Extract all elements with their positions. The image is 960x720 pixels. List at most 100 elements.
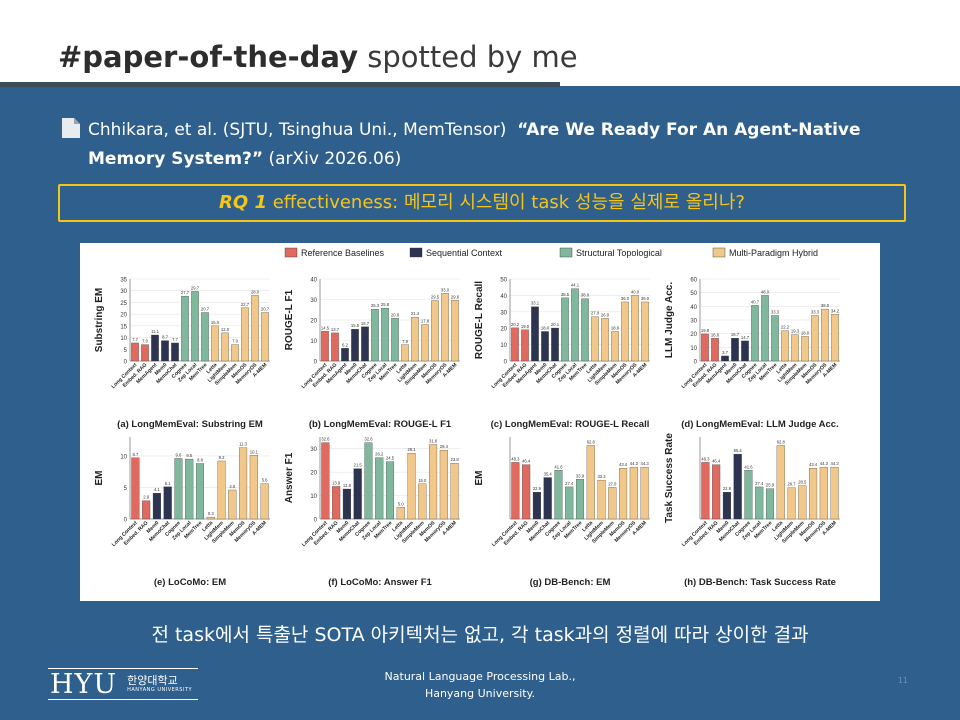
bar-value-label: 21.5 [354, 463, 363, 468]
bar-value-label: 29.6 [451, 294, 460, 299]
y-tick-label: 0 [124, 518, 128, 524]
y-tick-label: 10 [120, 336, 127, 342]
logo-english: HANYANG UNIVERSITY [127, 687, 193, 693]
y-tick-label: 10 [120, 454, 127, 460]
bar [353, 468, 362, 520]
bar-value-label: 22.9 [533, 486, 542, 491]
bar-value-label: 44.3 [641, 461, 650, 466]
bar-value-label: 62.8 [777, 439, 786, 444]
bar-value-label: 12.0 [221, 327, 230, 332]
bar [551, 327, 559, 362]
y-axis-label: EM [94, 471, 105, 486]
bar-value-label: 31.8 [429, 438, 438, 443]
bar [221, 332, 229, 362]
bar [251, 295, 259, 362]
bar-value-label: 20.2 [511, 322, 520, 327]
y-tick-label: 20 [690, 332, 697, 338]
y-tick-label: 25 [120, 301, 127, 307]
bar [641, 301, 649, 362]
research-question-box: RQ 1 effectiveness: 메모리 시스템이 task 성능을 실제… [58, 184, 906, 222]
bar-value-label: 23.8 [451, 457, 460, 462]
bar [341, 348, 349, 362]
bar-value-label: 22.9 [723, 486, 732, 491]
bar [228, 489, 237, 520]
bar-value-label: 48.3 [701, 456, 710, 461]
bar [581, 298, 589, 362]
bar-value-label: 18.0 [801, 330, 810, 335]
bar [174, 458, 183, 520]
bar [396, 507, 405, 520]
bar-value-label: 4.6 [229, 484, 235, 489]
bar-value-label: 26.0 [601, 312, 610, 317]
bar-value-label: 48.3 [511, 456, 520, 461]
chart-title: (e) LoCoMo: EM [154, 577, 226, 588]
footer-line-2: Hanyang University. [424, 687, 536, 700]
bar-value-label: 55.4 [734, 448, 743, 453]
bar-value-label: 28.1 [407, 447, 416, 452]
bar-value-label: 17.8 [421, 319, 430, 324]
bar [371, 308, 379, 362]
bar [541, 331, 549, 362]
bar-value-label: 13.9 [332, 480, 341, 485]
bar [531, 306, 539, 362]
bar [429, 444, 438, 520]
bar [385, 461, 395, 520]
bar [811, 315, 819, 362]
bar [142, 500, 151, 520]
bar [751, 305, 759, 362]
bar [191, 291, 199, 362]
bar [798, 485, 807, 520]
bar [342, 488, 351, 520]
bar [351, 329, 359, 362]
bar [771, 315, 779, 362]
bar [629, 466, 638, 520]
bar [597, 479, 606, 520]
bar-value-label: 33.2 [597, 474, 606, 479]
paper-citation: Chhikara, et al. (SJTU, Tsinghua Uni., M… [62, 116, 922, 174]
bar [522, 464, 531, 520]
bar-value-label: 36.0 [621, 296, 630, 301]
bar-value-label: 9.7 [132, 452, 138, 457]
results-figure: Reference Baselines Sequential Context Str… [80, 243, 880, 601]
bar-value-label: 27.7 [181, 290, 190, 295]
logo-mark: HYU [50, 668, 118, 700]
bar-value-label: 41.6 [744, 464, 753, 469]
bar [511, 327, 519, 362]
logo-korean: 한양대학교 [127, 674, 178, 687]
bar [161, 340, 169, 362]
y-tick-label: 0 [694, 360, 698, 366]
bar [601, 318, 609, 362]
bar [401, 344, 409, 362]
y-tick-label: 50 [500, 278, 507, 284]
bar [565, 486, 574, 520]
bar-value-label: 7.7 [132, 337, 138, 342]
chart-title: (h) DB-Bench: Task Success Rate [684, 577, 836, 588]
page-number: 11 [897, 676, 908, 685]
bar [521, 329, 529, 362]
y-tick-label: 20 [310, 471, 317, 477]
citation-paper-title: “Are We Ready For An Agent-Native Memory… [88, 120, 861, 169]
legend-label: Multi-Paradigm Hybrid [729, 248, 818, 258]
bar-value-label: 0.3 [208, 511, 214, 516]
bar [831, 314, 839, 362]
bar-value-label: 40.7 [751, 299, 760, 304]
y-axis-label: ROUGE-L F1 [284, 289, 295, 350]
bar [640, 466, 649, 520]
bar [561, 297, 569, 362]
y-tick-label: 40 [310, 278, 317, 284]
bar-value-label: 26.7 [787, 482, 796, 487]
bar [765, 488, 775, 520]
bar-value-label: 40.0 [631, 289, 640, 294]
bar-value-label: 27.4 [565, 481, 574, 486]
bar [781, 330, 789, 362]
y-tick-label: 0 [314, 518, 318, 524]
chart-title: (g) DB-Bench: EM [530, 577, 611, 588]
bar [571, 288, 579, 362]
bar [151, 334, 159, 362]
y-tick-label: 40 [690, 305, 697, 311]
bar-value-label: 35.4 [544, 472, 553, 477]
